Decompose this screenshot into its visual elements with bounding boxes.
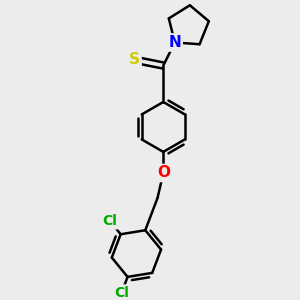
Text: N: N — [168, 35, 181, 50]
Text: Cl: Cl — [114, 286, 129, 300]
Text: Cl: Cl — [102, 214, 117, 228]
Text: S: S — [129, 52, 140, 67]
Text: O: O — [157, 166, 170, 181]
